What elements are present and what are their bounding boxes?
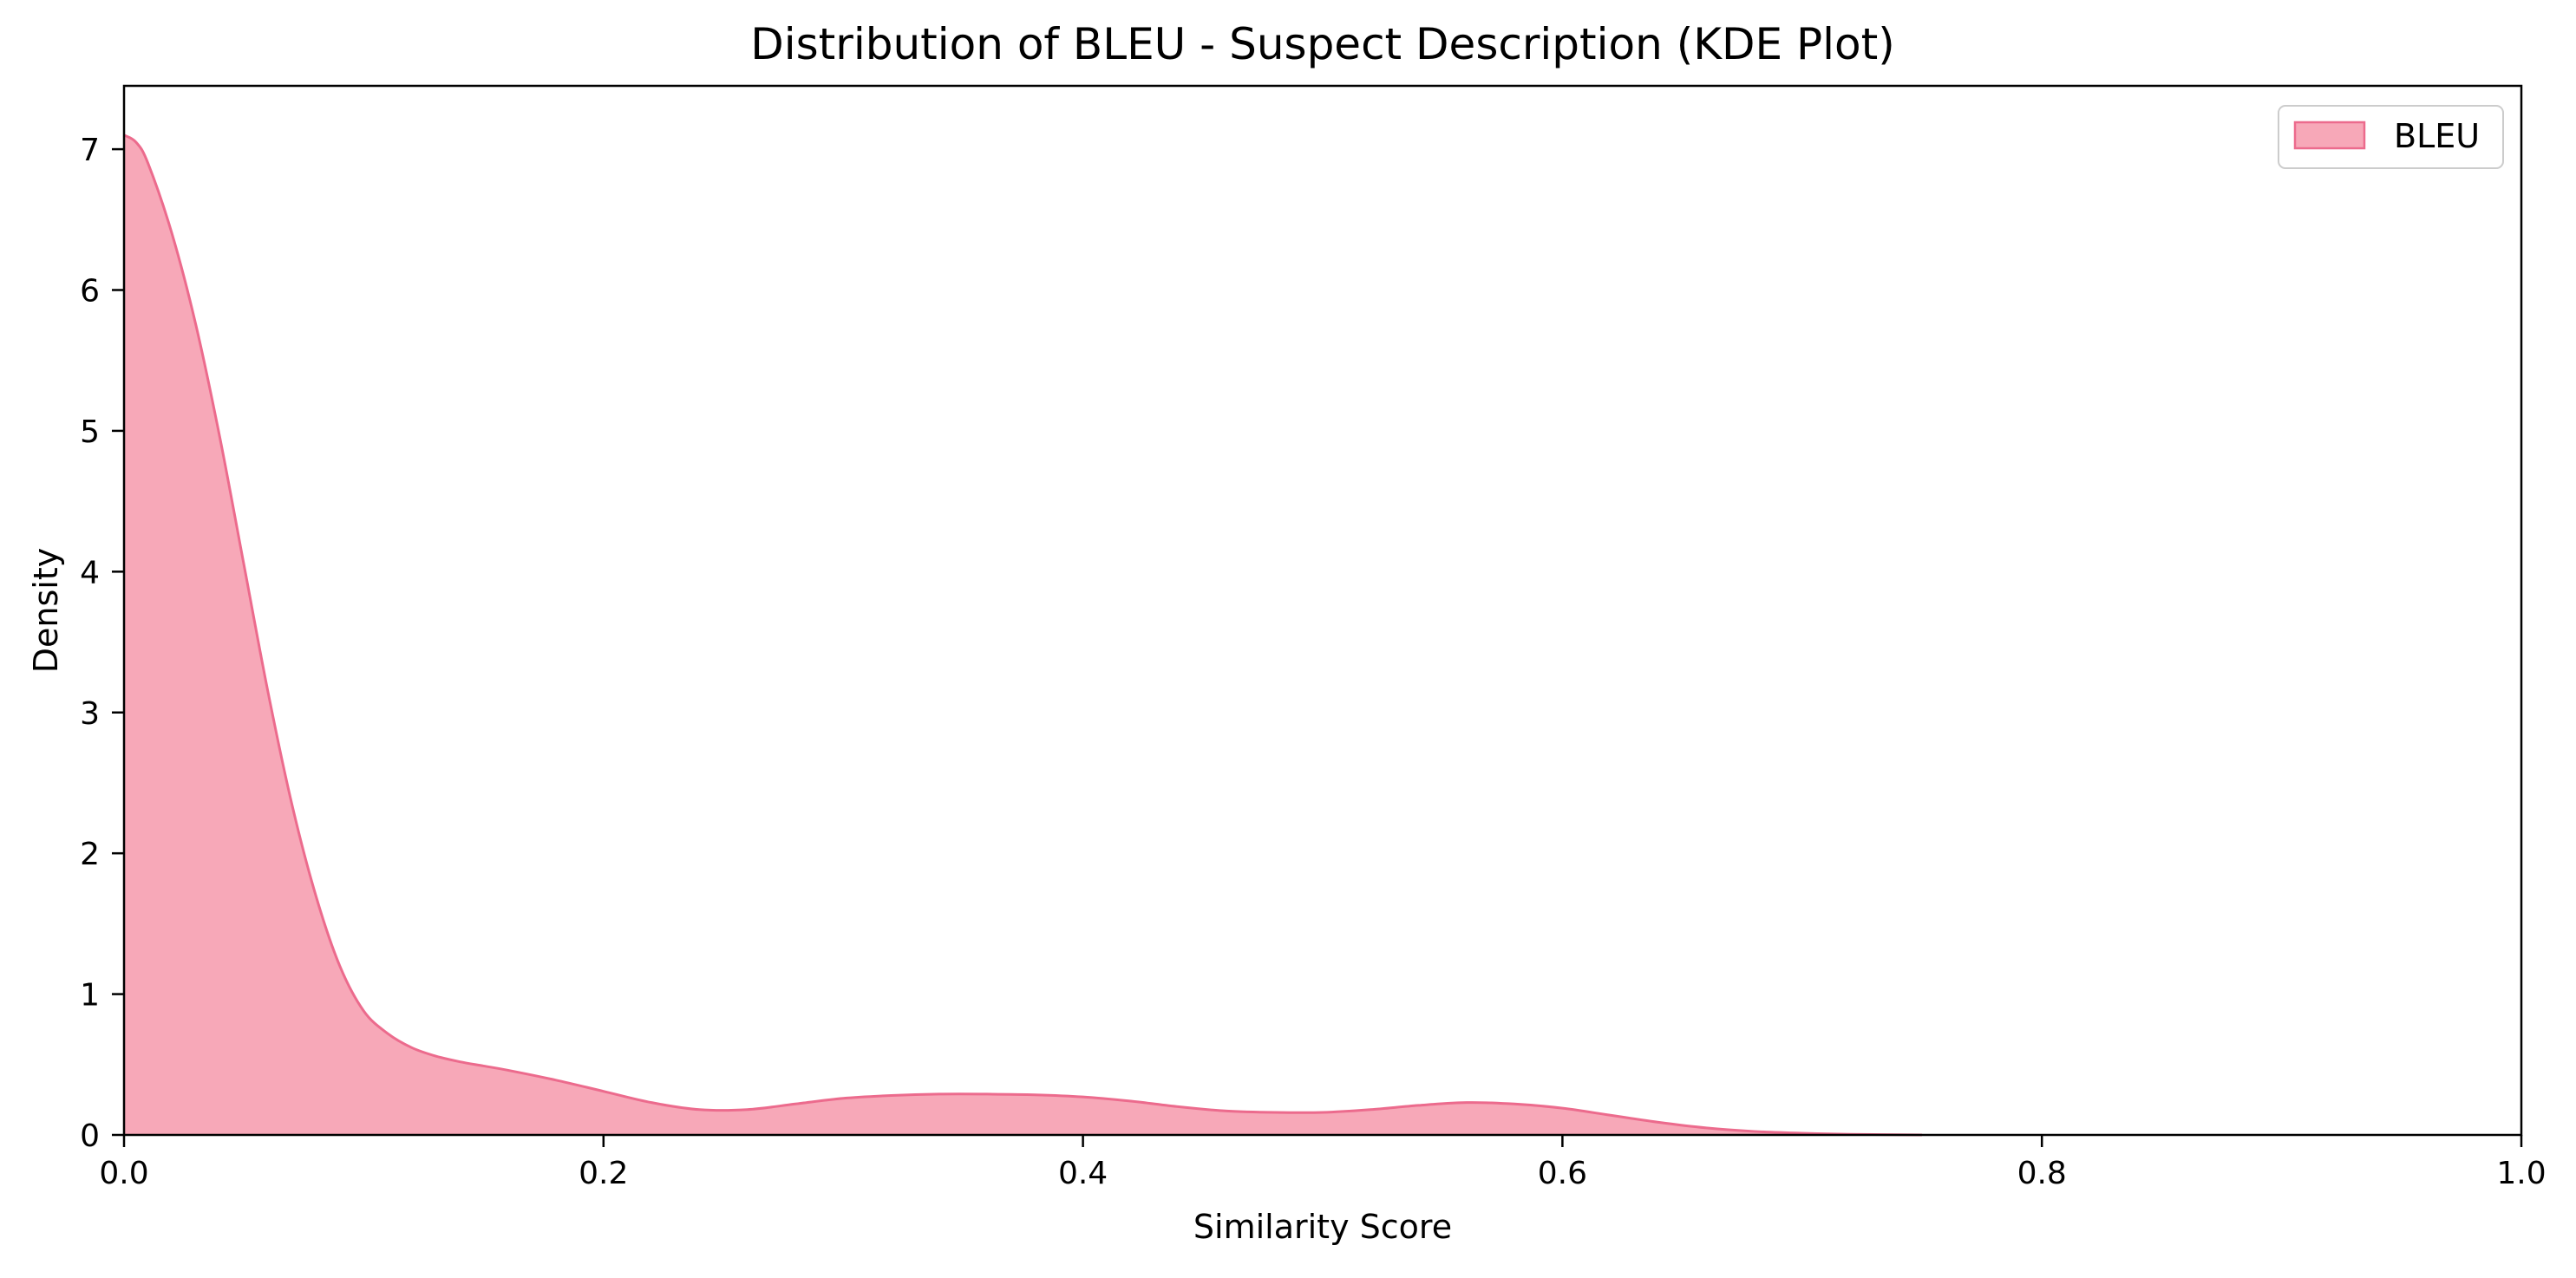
legend-swatch-bleu — [2293, 121, 2366, 150]
x-tick-label: 0.2 — [579, 1156, 628, 1191]
legend-label-bleu: BLEU — [2394, 117, 2480, 155]
x-tick-label: 0.6 — [1538, 1156, 1587, 1191]
y-tick-label: 0 — [80, 1118, 100, 1154]
y-tick-label: 5 — [80, 414, 100, 450]
x-tick-label: 0.8 — [2017, 1156, 2067, 1191]
y-axis-label: Density — [27, 548, 65, 673]
legend: BLEU — [2278, 105, 2504, 169]
x-axis-label: Similarity Score — [1193, 1208, 1452, 1246]
kde-line-bleu — [123, 134, 1923, 1137]
plot-area — [123, 134, 1923, 1137]
x-tick-label: 0.0 — [99, 1156, 148, 1191]
y-tick-label: 1 — [80, 978, 100, 1014]
y-tick-label: 7 — [80, 133, 100, 168]
y-tick-label: 2 — [80, 837, 100, 872]
kde-area-bleu — [124, 134, 1922, 1135]
y-tick-label: 3 — [80, 696, 100, 732]
x-tick-label: 0.4 — [1058, 1156, 1108, 1191]
x-tick-label: 1.0 — [2496, 1156, 2546, 1191]
x-axis-ticks: 0.0 0.2 0.4 0.6 0.8 1.0 — [99, 1135, 2547, 1191]
y-tick-label: 4 — [80, 555, 100, 590]
y-tick-label: 6 — [80, 274, 100, 310]
chart-title: Distribution of BLEU - Suspect Descripti… — [750, 19, 1895, 69]
plot-frame — [122, 84, 2523, 1137]
y-axis-ticks: 0 1 2 3 4 5 6 7 — [80, 133, 124, 1154]
